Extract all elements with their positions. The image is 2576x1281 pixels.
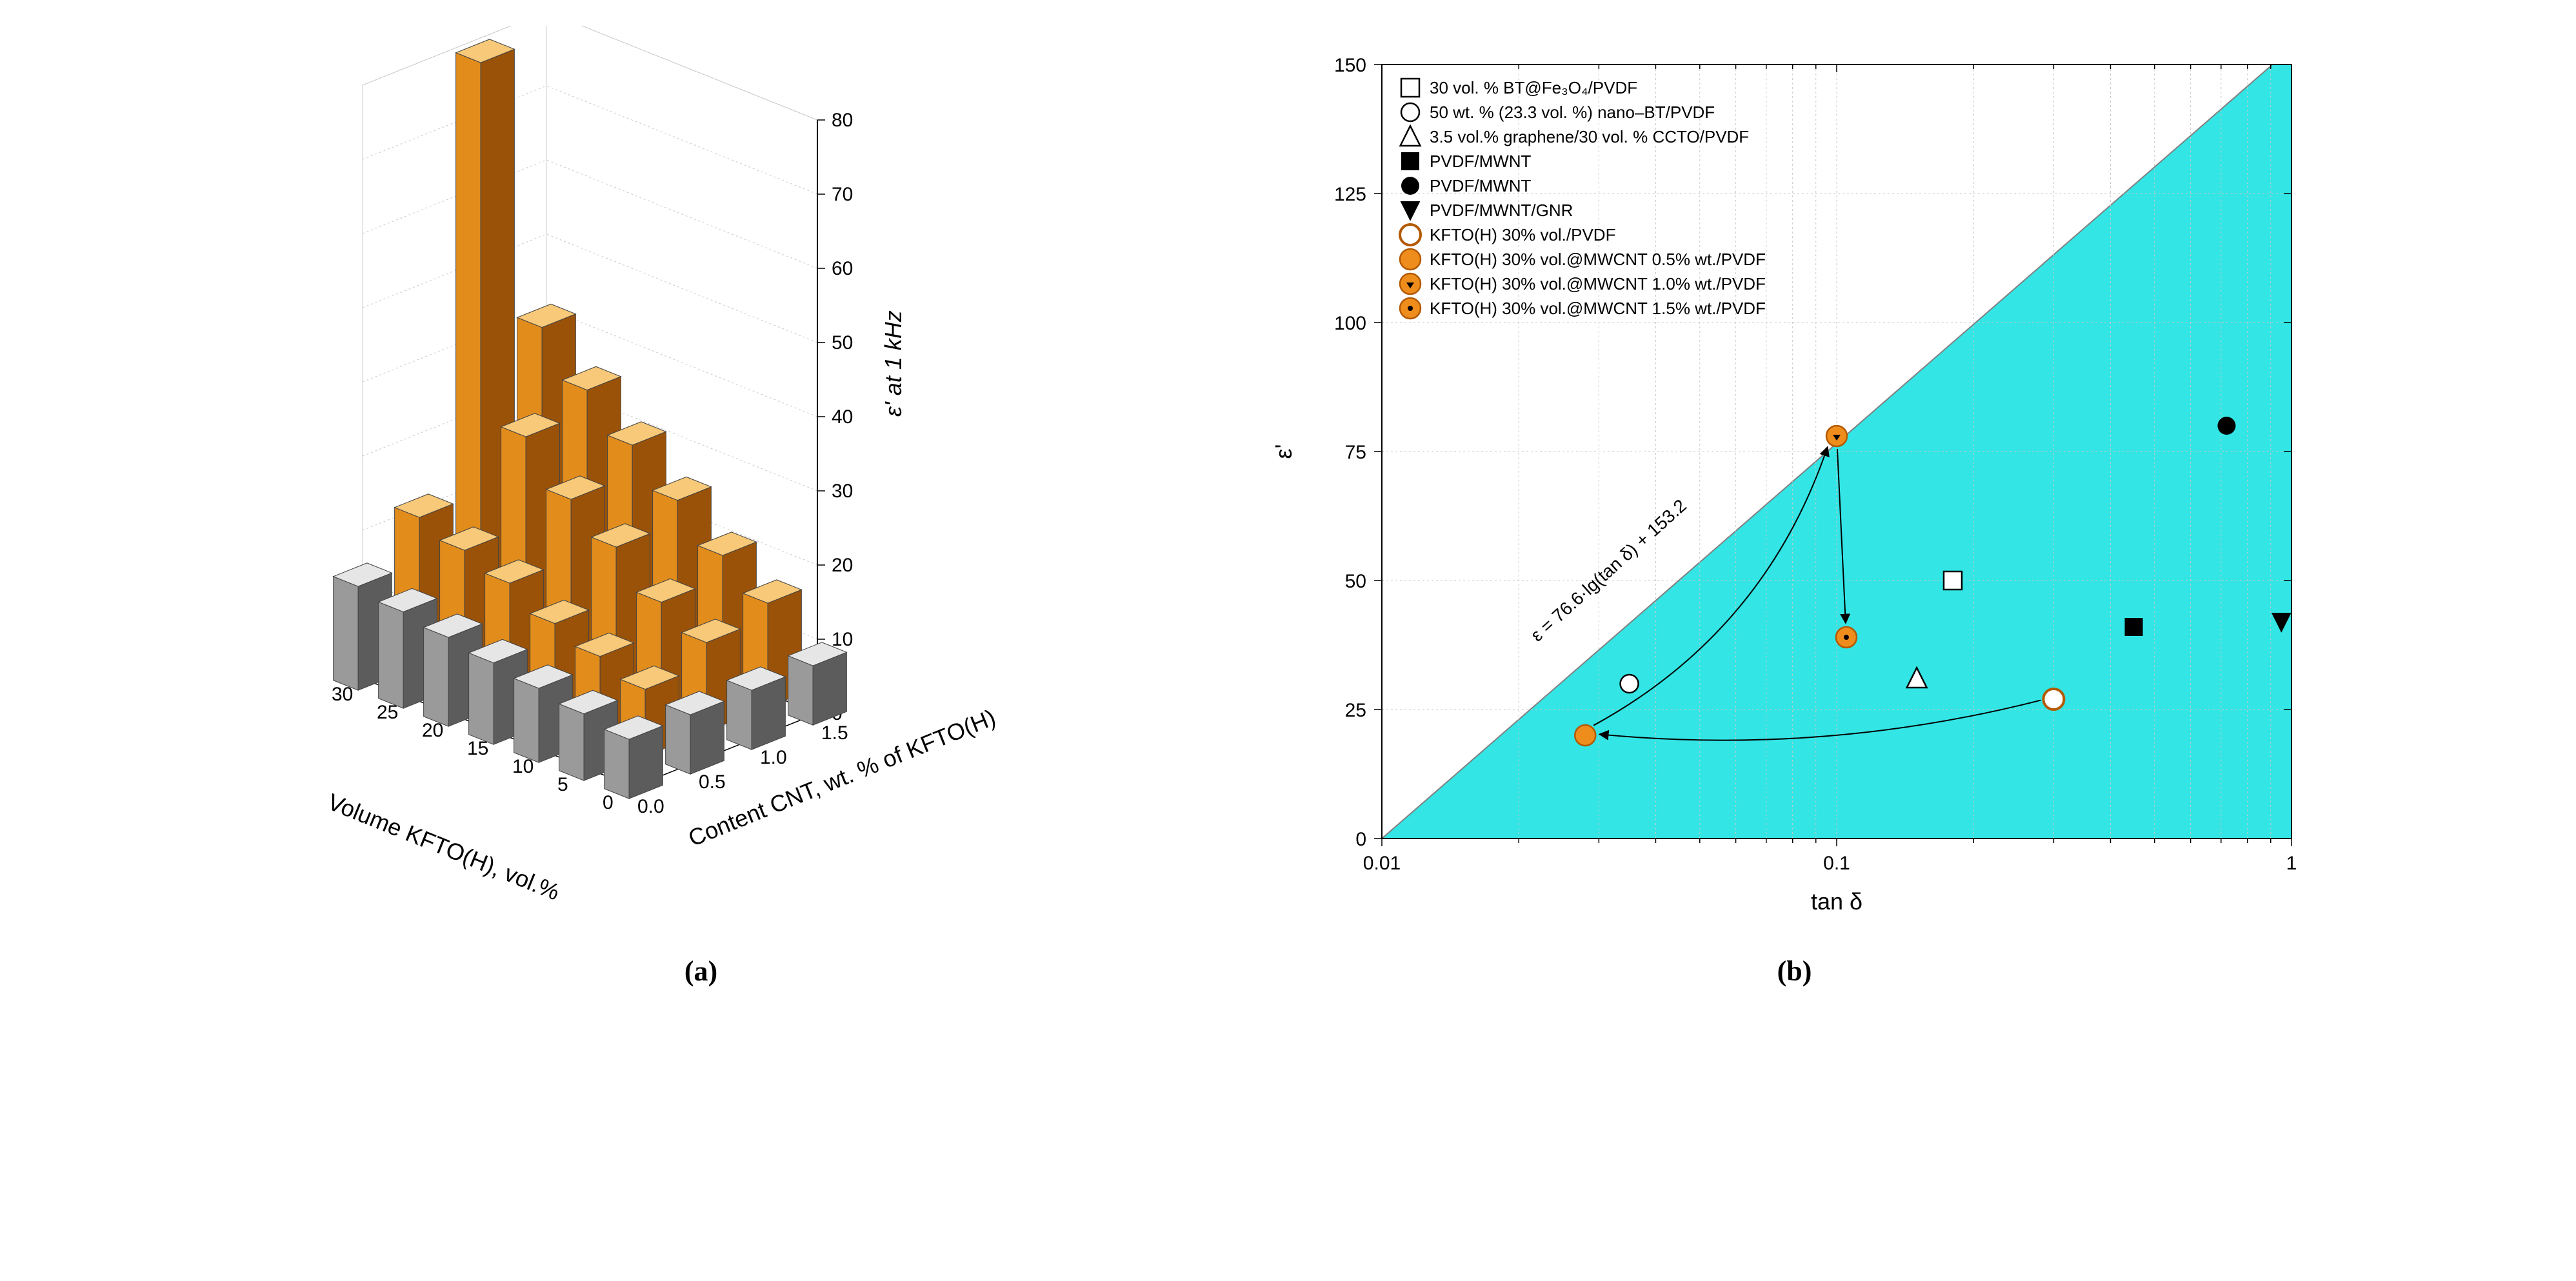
panel-a: 010203040506070800510152025300.00.51.01.… (234, 26, 1169, 988)
svg-text:0.5: 0.5 (699, 771, 726, 793)
caption-b: (b) (1777, 955, 1812, 988)
svg-text:1: 1 (2286, 853, 2297, 874)
svg-text:tan δ: tan δ (1810, 888, 1862, 915)
svg-text:30: 30 (832, 481, 853, 502)
svg-text:KFTO(H) 30% vol./PVDF: KFTO(H) 30% vol./PVDF (1430, 225, 1615, 244)
svg-text:80: 80 (832, 110, 853, 131)
svg-text:PVDF/MWNT: PVDF/MWNT (1430, 176, 1532, 195)
chart-3d-bar: 010203040506070800510152025300.00.51.01.… (234, 26, 1169, 929)
svg-text:75: 75 (1344, 442, 1366, 463)
svg-text:5: 5 (557, 774, 568, 795)
svg-text:125: 125 (1333, 184, 1366, 205)
svg-text:50 wt. % (23.3 vol. %) nano–BT: 50 wt. % (23.3 vol. %) nano–BT/PVDF (1430, 103, 1715, 122)
panel-b: 02550751001251500.010.11tan δε'ε = 76.6·… (1246, 26, 2343, 988)
chart-scatter: 02550751001251500.010.11tan δε'ε = 76.6·… (1246, 26, 2343, 929)
svg-text:KFTO(H) 30% vol.@MWCNT 1.0% wt: KFTO(H) 30% vol.@MWCNT 1.0% wt./PVDF (1430, 274, 1766, 293)
figure-row: 010203040506070800510152025300.00.51.01.… (234, 26, 2343, 988)
svg-text:50: 50 (832, 332, 853, 353)
svg-text:60: 60 (832, 258, 853, 279)
svg-text:0.0: 0.0 (637, 796, 664, 817)
svg-text:ε' at 1 kHz: ε' at 1 kHz (880, 310, 906, 417)
svg-text:0: 0 (1355, 829, 1366, 850)
svg-text:150: 150 (1333, 55, 1366, 76)
svg-text:10: 10 (832, 629, 853, 650)
svg-text:Volume KFTO(H), vol.%: Volume KFTO(H), vol.% (324, 788, 563, 906)
svg-text:0: 0 (603, 792, 614, 813)
svg-text:PVDF/MWNT/GNR: PVDF/MWNT/GNR (1430, 201, 1573, 220)
caption-a: (a) (684, 955, 717, 988)
svg-text:30 vol. % BT@Fe₃O₄/PVDF: 30 vol. % BT@Fe₃O₄/PVDF (1430, 78, 1637, 97)
svg-text:40: 40 (832, 406, 853, 428)
svg-text:3.5 vol.% graphene/30 vol. % C: 3.5 vol.% graphene/30 vol. % CCTO/PVDF (1430, 127, 1749, 146)
svg-text:PVDF/MWNT: PVDF/MWNT (1430, 152, 1532, 171)
svg-text:0.01: 0.01 (1363, 853, 1400, 874)
svg-text:20: 20 (832, 555, 853, 576)
svg-text:25: 25 (1344, 700, 1366, 721)
svg-text:ε': ε' (1270, 444, 1297, 459)
svg-text:0.1: 0.1 (1823, 853, 1850, 874)
svg-text:KFTO(H) 30% vol.@MWCNT 1.5% wt: KFTO(H) 30% vol.@MWCNT 1.5% wt./PVDF (1430, 299, 1766, 318)
svg-text:1.5: 1.5 (821, 722, 848, 744)
svg-text:KFTO(H) 30% vol.@MWCNT 0.5% wt: KFTO(H) 30% vol.@MWCNT 0.5% wt./PVDF (1430, 250, 1766, 269)
svg-text:1.0: 1.0 (760, 747, 787, 768)
svg-text:70: 70 (832, 184, 853, 205)
svg-text:50: 50 (1344, 571, 1366, 592)
svg-text:100: 100 (1333, 313, 1366, 334)
